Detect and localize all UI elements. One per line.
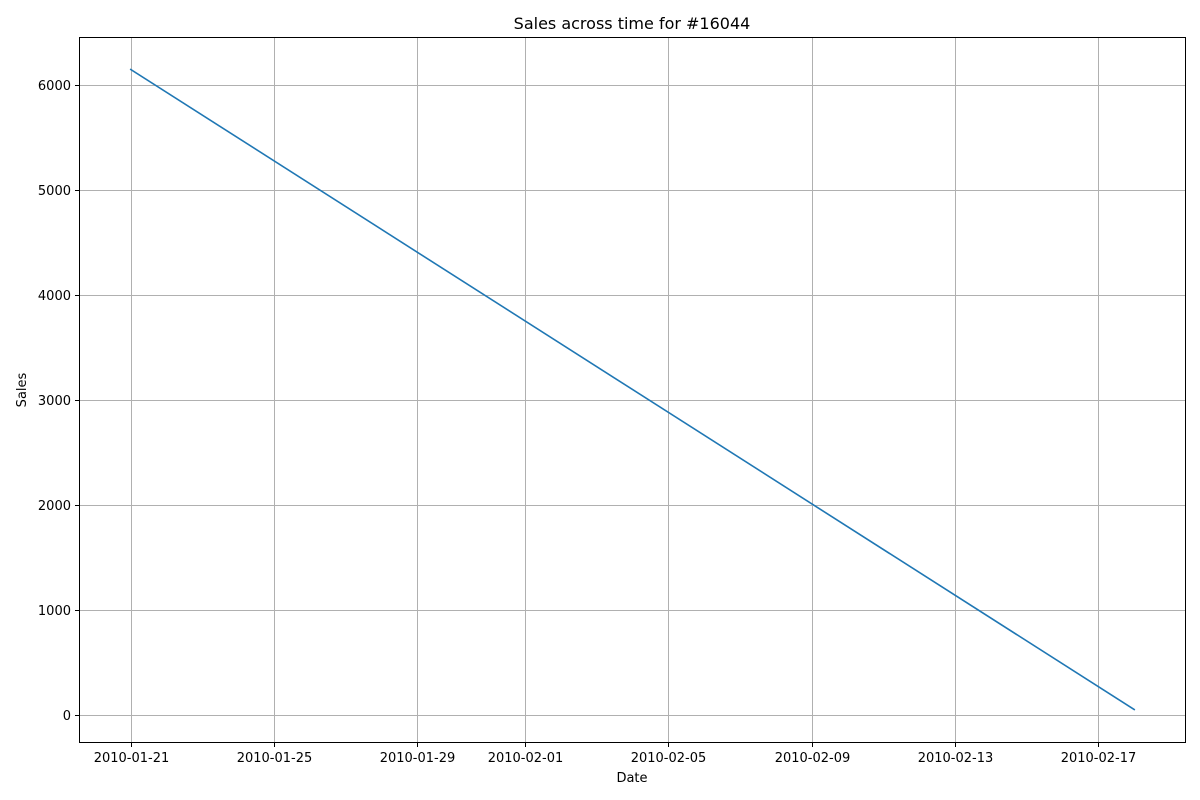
x-tick-label: 2010-02-17 <box>1061 751 1137 766</box>
y-tick-label: 0 <box>63 709 71 724</box>
x-tick-label: 2010-02-05 <box>631 751 707 766</box>
y-tick-label: 4000 <box>38 289 71 304</box>
series-layer <box>129 68 1136 711</box>
y-axis: 0 1000 2000 3000 4000 5000 6000 <box>38 79 80 724</box>
y-tick-label: 1000 <box>38 604 71 619</box>
x-axis: 2010-01-21 2010-01-25 2010-01-29 2010-02-01… <box>94 742 1137 766</box>
x-axis-label: Date <box>616 771 647 786</box>
chart-title: Sales across time for #16044 <box>514 14 751 33</box>
y-tick-label: 5000 <box>38 184 71 199</box>
x-tick-label: 2010-01-29 <box>380 751 456 766</box>
plot-frame <box>79 37 1186 743</box>
x-tick-label: 2010-02-13 <box>918 751 994 766</box>
y-axis-label: Sales <box>15 372 30 407</box>
sales-series-line <box>129 68 1136 711</box>
x-tick-label: 2010-02-01 <box>488 751 564 766</box>
grid <box>80 38 1185 742</box>
x-tick-label: 2010-01-21 <box>94 751 170 766</box>
y-tick-label: 2000 <box>38 499 71 514</box>
y-tick-label: 6000 <box>38 79 71 94</box>
x-tick-label: 2010-01-25 <box>237 751 313 766</box>
y-tick-label: 3000 <box>38 394 71 409</box>
x-tick-label: 2010-02-09 <box>775 751 851 766</box>
